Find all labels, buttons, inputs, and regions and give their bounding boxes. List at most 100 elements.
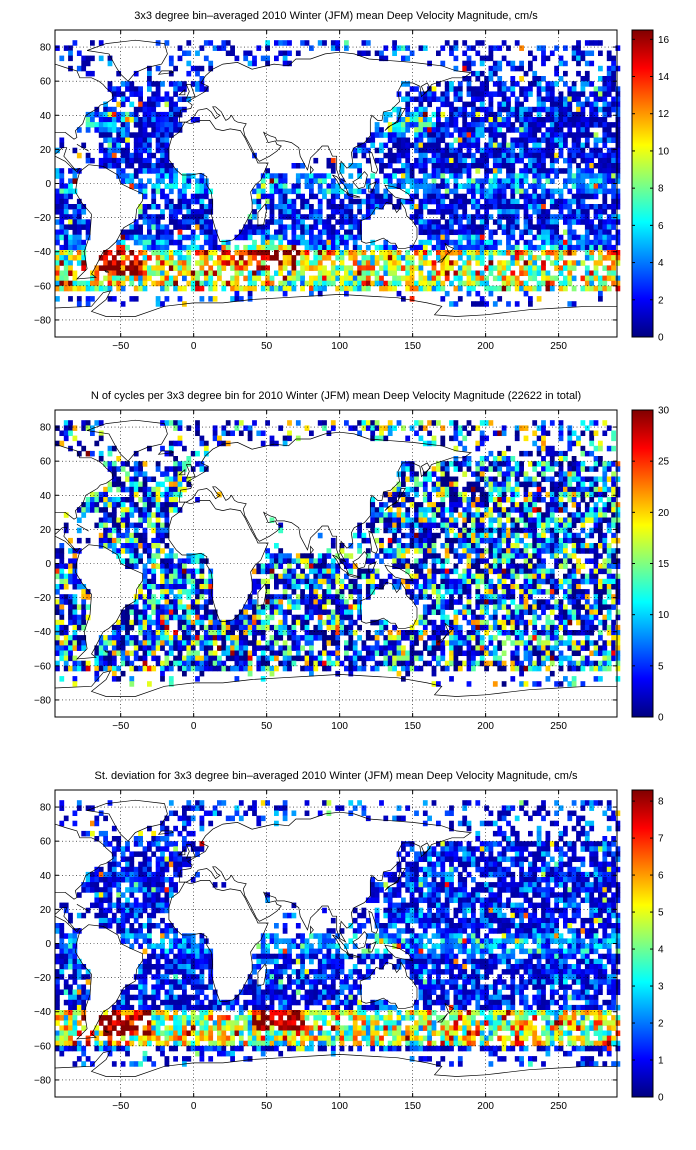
data-cell: [331, 250, 336, 256]
data-cell: [270, 245, 275, 251]
data-cell: [510, 543, 515, 549]
data-cell: [576, 102, 581, 108]
data-cell: [274, 219, 279, 225]
data-cell: [532, 148, 537, 154]
data-cell: [550, 492, 555, 498]
data-cell: [318, 250, 323, 256]
data-cell: [86, 497, 91, 503]
data-cell: [147, 102, 152, 108]
data-cell: [480, 533, 485, 539]
data-cell: [256, 45, 261, 51]
data-cell: [204, 235, 209, 241]
data-cell: [506, 245, 511, 251]
data-cell: [506, 235, 511, 241]
data-cell: [59, 230, 64, 236]
data-cell: [589, 512, 594, 518]
data-cell: [55, 286, 60, 292]
data-cell: [449, 51, 454, 57]
data-cell: [432, 163, 437, 169]
data-cell: [103, 148, 108, 154]
data-cell: [449, 199, 454, 205]
data-cell: [489, 189, 494, 195]
data-cell: [489, 528, 494, 534]
data-cell: [405, 163, 410, 169]
data-cell: [554, 107, 559, 113]
data-cell: [537, 543, 542, 549]
data-cell: [348, 425, 353, 431]
data-cell: [313, 245, 318, 251]
data-cell: [348, 564, 353, 570]
data-cell: [195, 245, 200, 251]
data-cell: [423, 482, 428, 488]
data-cell: [103, 260, 108, 266]
data-cell: [445, 117, 450, 123]
data-cell: [567, 461, 572, 467]
data-cell: [261, 230, 266, 236]
data-cell: [125, 538, 130, 544]
data-cell: [532, 153, 537, 159]
data-cell: [427, 97, 432, 103]
data-cell: [489, 250, 494, 256]
data-cell: [585, 184, 590, 190]
data-cell: [602, 173, 607, 179]
data-cell: [169, 56, 174, 62]
data-cell: [239, 431, 244, 437]
data-cell: [401, 564, 406, 570]
data-cell: [379, 199, 384, 205]
data-cell: [64, 245, 69, 251]
data-cell: [528, 148, 533, 154]
data-cell: [602, 431, 607, 437]
data-cell: [550, 518, 555, 524]
data-cell: [195, 71, 200, 77]
data-cell: [510, 173, 515, 179]
data-cell: [576, 436, 581, 442]
data-cell: [493, 564, 498, 570]
data-cell: [554, 122, 559, 128]
data-cell: [467, 245, 472, 251]
data-cell: [445, 291, 450, 297]
data-cell: [59, 245, 64, 251]
data-cell: [489, 112, 494, 118]
data-cell: [191, 451, 196, 457]
data-cell: [607, 224, 612, 230]
data-cell: [581, 431, 586, 437]
data-cell: [195, 219, 200, 225]
data-cell: [454, 40, 459, 46]
data-cell: [226, 245, 231, 251]
data-cell: [73, 219, 78, 225]
data-cell: [467, 291, 472, 297]
data-cell: [502, 97, 507, 103]
data-cell: [252, 286, 257, 292]
data-cell: [537, 148, 542, 154]
data-cell: [471, 492, 476, 498]
data-cell: [484, 558, 489, 564]
data-cell: [567, 487, 572, 493]
data-cell: [475, 446, 480, 452]
data-cell: [480, 178, 485, 184]
data-cell: [449, 538, 454, 544]
data-cell: [178, 97, 183, 103]
data-cell: [173, 127, 178, 133]
data-cell: [537, 265, 542, 271]
data-cell: [296, 420, 301, 426]
data-cell: [401, 56, 406, 62]
data-cell: [331, 564, 336, 570]
data-cell: [392, 265, 397, 271]
data-cell: [129, 558, 134, 564]
data-cell: [537, 482, 542, 488]
y-tick-label: 60: [40, 77, 52, 88]
data-cell: [182, 51, 187, 57]
data-cell: [414, 558, 419, 564]
data-cell: [414, 107, 419, 113]
data-cell: [265, 56, 270, 62]
data-cell: [200, 271, 205, 277]
data-cell: [265, 548, 270, 554]
data-cell: [541, 214, 546, 220]
data-cell: [261, 564, 266, 570]
data-cell: [454, 178, 459, 184]
data-cell: [454, 138, 459, 144]
data-cell: [138, 204, 143, 210]
data-cell: [313, 558, 318, 564]
data-cell: [576, 214, 581, 220]
data-cell: [147, 168, 152, 174]
